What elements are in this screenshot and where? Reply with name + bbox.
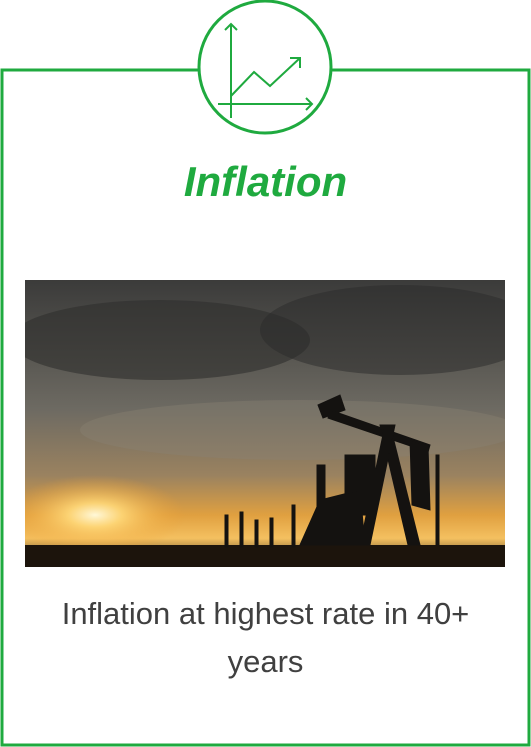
icon-circle bbox=[199, 1, 331, 133]
page: {"title": "Inflation", "caption": "Infla… bbox=[0, 0, 531, 747]
title: Inflation bbox=[0, 158, 531, 206]
caption: Inflation at highest rate in 40+ years bbox=[45, 590, 486, 686]
photo bbox=[5, 280, 531, 567]
